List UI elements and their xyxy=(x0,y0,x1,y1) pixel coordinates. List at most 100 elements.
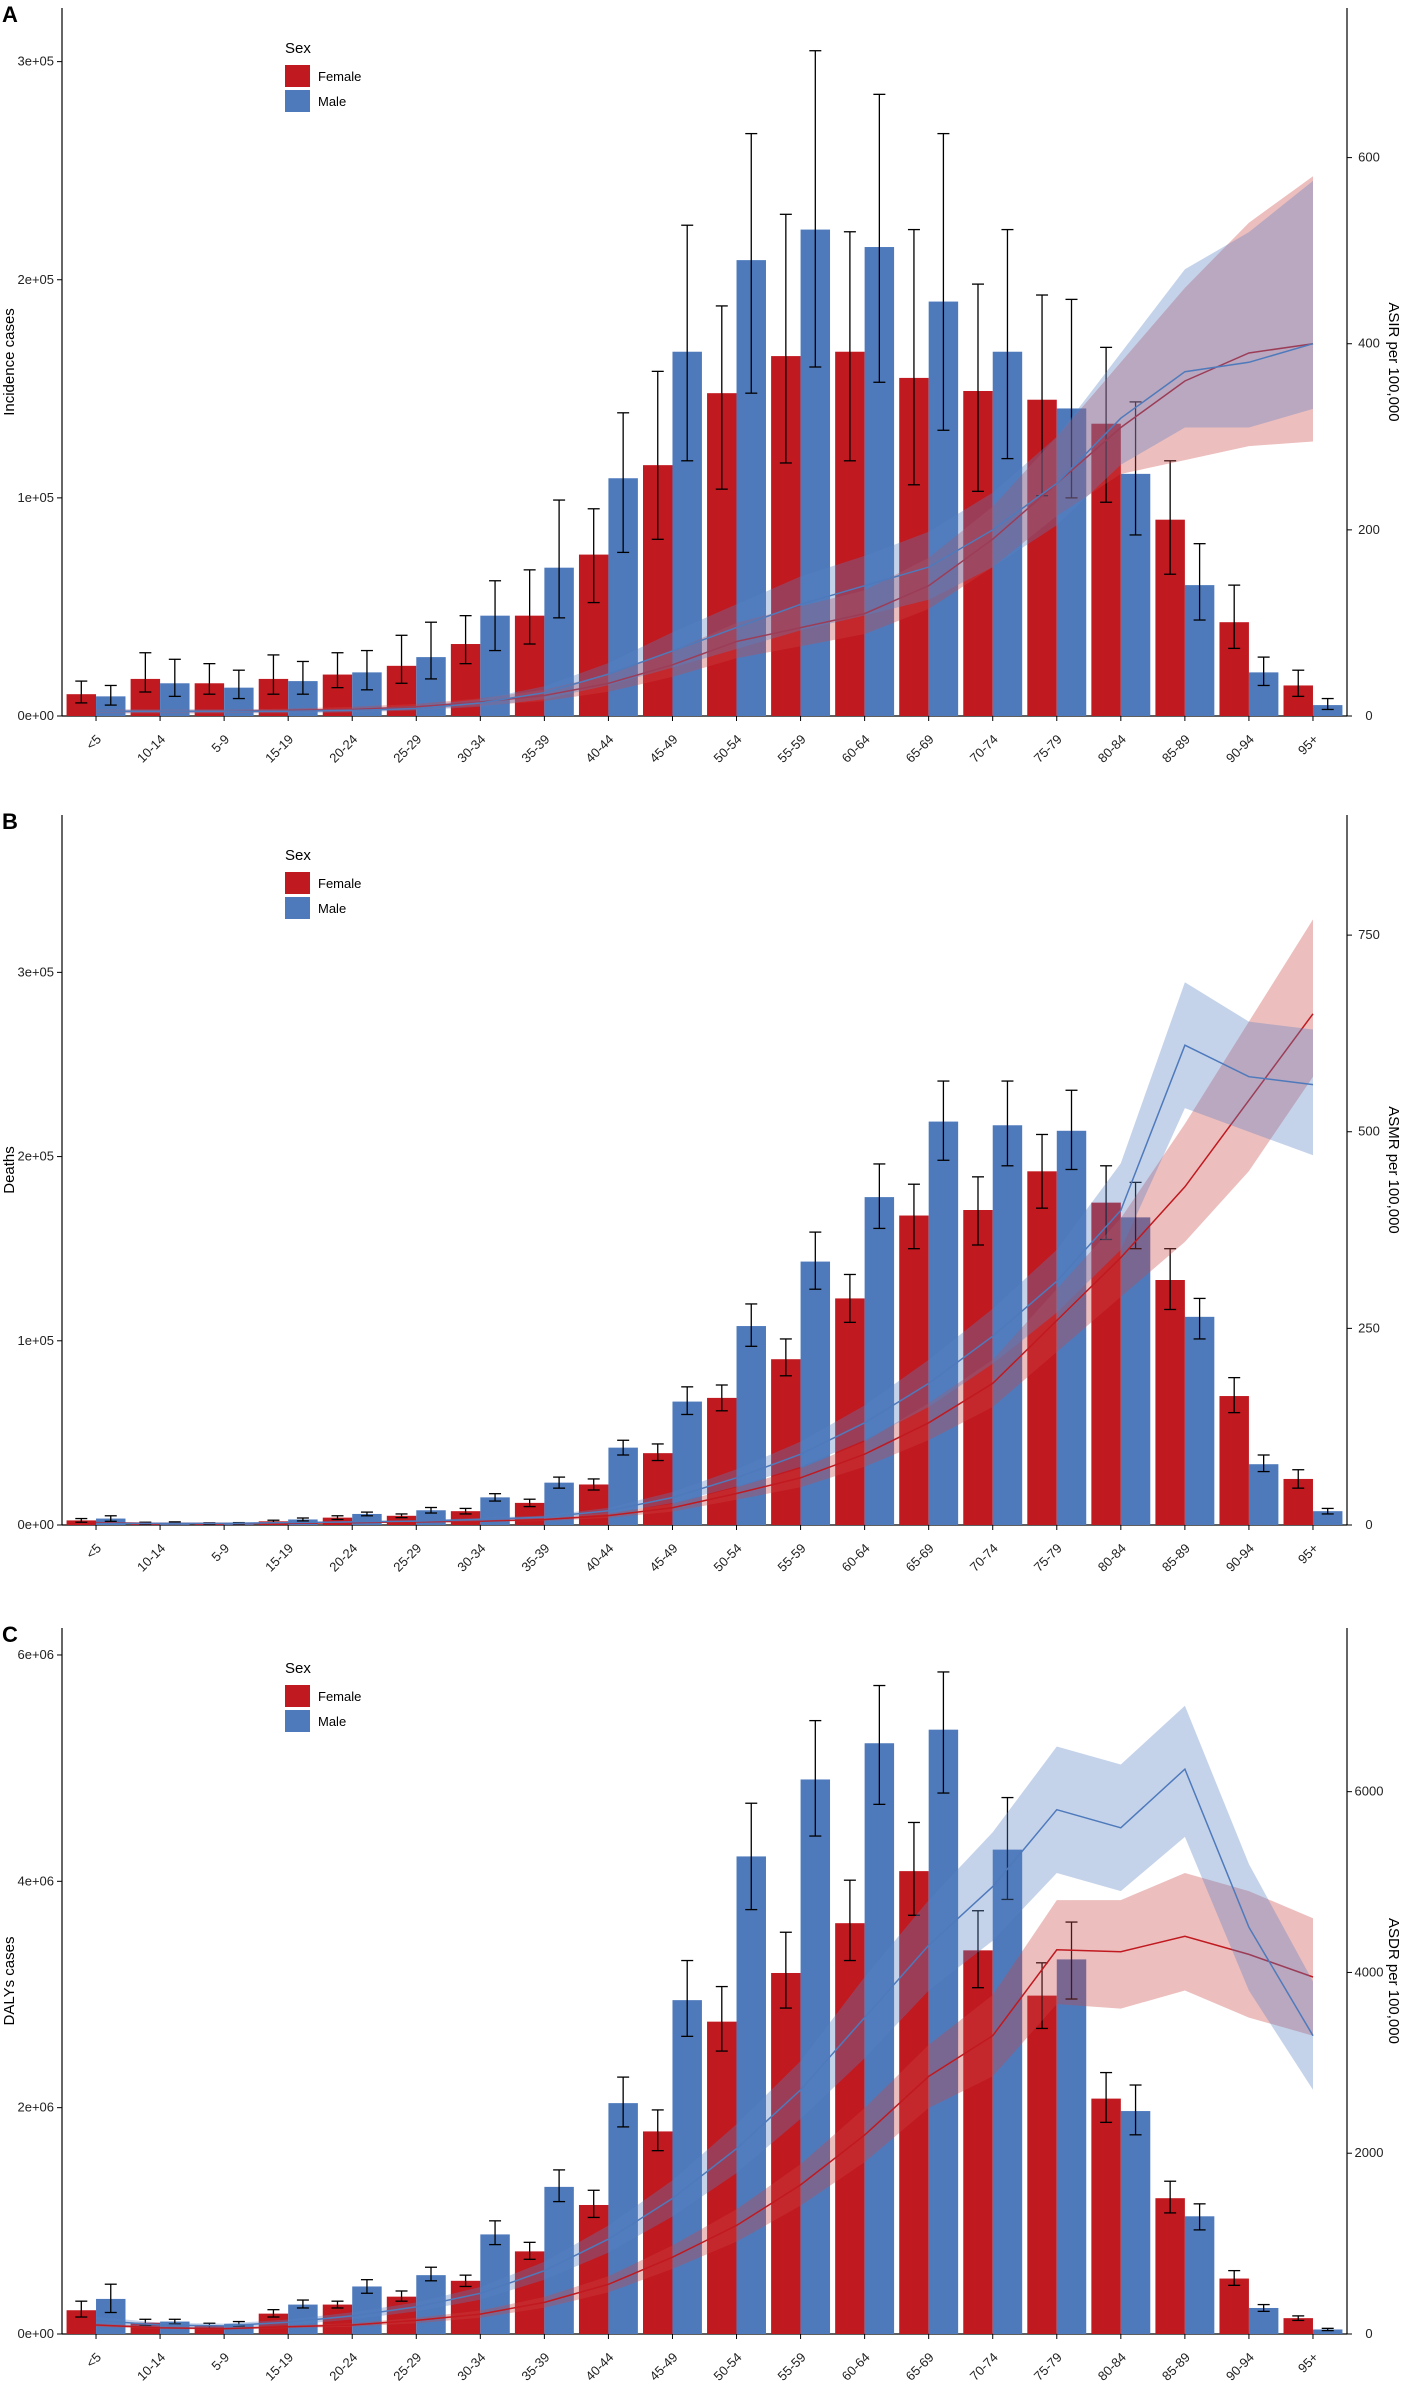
x-tick-label: 5-9 xyxy=(208,2350,232,2374)
bar-female-16 xyxy=(1091,1202,1121,1525)
y2-tick-label: 500 xyxy=(1358,1124,1380,1139)
bar-female-6 xyxy=(450,2280,481,2334)
panel-B: B 0e+00 1e+05 2e+05 3e+05 0 250 500 750 Deaths ASM… xyxy=(1,809,1402,1575)
y2-tick-label: 250 xyxy=(1358,1320,1380,1335)
legend-swatch-male xyxy=(285,1710,310,1732)
rate-line-female xyxy=(95,1935,1314,2330)
y2-axis-title: ASIR per 100,000 xyxy=(1385,302,1402,421)
bar-female-8 xyxy=(578,1484,609,1525)
y-tick-label: 2e+05 xyxy=(17,272,54,287)
x-tick-label: 80-84 xyxy=(1095,2350,1129,2384)
bar-male-14 xyxy=(992,1849,1023,2334)
legend-title: Sex xyxy=(285,40,311,57)
bar-male-14 xyxy=(992,1125,1023,1525)
bar-female-16 xyxy=(1091,2098,1121,2334)
x-tick-label: 50-54 xyxy=(711,732,745,766)
bar-female-19 xyxy=(1283,2318,1313,2334)
rate-band-male xyxy=(96,1705,1313,2329)
x-tick-label: 90-94 xyxy=(1223,732,1257,766)
panel-letter: C xyxy=(2,1622,18,1647)
y-tick-label: 4e+06 xyxy=(17,1873,54,1888)
x-tick-label: 95+ xyxy=(1295,1541,1321,1567)
x-tick-label: 75-79 xyxy=(1031,1541,1065,1575)
bar-female-18 xyxy=(1219,2278,1249,2334)
x-tick-label: 90-94 xyxy=(1223,2350,1257,2384)
rate-band-male xyxy=(96,982,1313,1525)
bar-female-11 xyxy=(771,1972,801,2334)
y-tick-label: 2e+06 xyxy=(17,2100,54,2115)
legend-label-female: Female xyxy=(318,876,361,891)
x-tick-label: 70-74 xyxy=(967,732,1001,766)
bar-female-5 xyxy=(386,2296,417,2334)
legend-label-female: Female xyxy=(318,1689,361,1704)
x-tick-label: 45-49 xyxy=(646,2350,680,2384)
legend-label-female: Female xyxy=(318,69,361,84)
bar-male-17 xyxy=(1184,1316,1215,1525)
x-tick-label: 20-24 xyxy=(326,2350,360,2384)
x-tick-label: 40-44 xyxy=(582,732,616,766)
bar-male-18 xyxy=(1248,1464,1279,1525)
bar-male-18 xyxy=(1248,2307,1279,2334)
y2-tick-label: 4000 xyxy=(1355,1964,1384,1979)
x-tick-label: 75-79 xyxy=(1031,732,1065,766)
panel-A: A 0e+00 1e+05 2e+05 3e+05 0 200 400 600 Incidence… xyxy=(1,2,1402,766)
bar-male-10 xyxy=(736,1856,766,2334)
panel-C: C 0e+00 2e+06 4e+06 6e+06 0 2000 4000 6000 DALYs … xyxy=(1,1622,1402,2384)
bar-female-9 xyxy=(643,1453,673,1525)
bar-male-13 xyxy=(928,1121,959,1525)
y2-tick-label: 0 xyxy=(1365,1517,1372,1532)
panel-letter: A xyxy=(2,2,18,27)
y2-tick-label: 400 xyxy=(1358,336,1380,351)
panel-letter: B xyxy=(2,809,18,834)
x-tick-label: <5 xyxy=(83,2350,104,2371)
x-tick-label: 55-59 xyxy=(775,1541,809,1575)
bar-male-13 xyxy=(928,1729,959,2334)
y-tick-label: 0e+00 xyxy=(17,2326,54,2341)
x-tick-label: 15-19 xyxy=(262,732,296,766)
rate-line-female xyxy=(95,1013,1314,1525)
y-tick-label: 2e+05 xyxy=(17,1149,54,1164)
x-tick-label: 25-29 xyxy=(390,2350,424,2384)
x-tick-label: 35-39 xyxy=(518,1541,552,1575)
x-tick-label: 35-39 xyxy=(518,2350,552,2384)
x-tick-label: 65-69 xyxy=(903,2350,937,2384)
x-tick-label: 40-44 xyxy=(582,1541,616,1575)
x-tick-label: 5-9 xyxy=(208,1541,232,1565)
bar-female-3 xyxy=(258,2313,289,2334)
x-tick-label: 95+ xyxy=(1295,2350,1321,2376)
bar-male-5 xyxy=(416,2275,446,2334)
bar-female-17 xyxy=(1155,1280,1185,1525)
bar-female-12 xyxy=(835,1298,865,1525)
bar-male-11 xyxy=(800,1779,831,2334)
legend-swatch-female xyxy=(285,1685,310,1707)
x-tick-label: 70-74 xyxy=(967,2350,1001,2384)
y2-tick-label: 2000 xyxy=(1355,2145,1384,2160)
bar-male-9 xyxy=(672,2000,702,2334)
bar-male-15 xyxy=(1056,1130,1087,1525)
y2-tick-label: 0 xyxy=(1365,2326,1372,2341)
x-tick-label: 85-89 xyxy=(1159,1541,1193,1575)
legend-title: Sex xyxy=(285,1660,311,1677)
x-tick-label: 10-14 xyxy=(134,1541,168,1575)
legend-swatch-male xyxy=(285,897,310,919)
x-tick-label: 70-74 xyxy=(967,1541,1001,1575)
bar-female-13 xyxy=(899,1871,929,2334)
rate-line-male xyxy=(96,1044,1314,1525)
x-tick-label: 30-34 xyxy=(454,2350,488,2384)
x-tick-label: 25-29 xyxy=(390,1541,424,1575)
y-axis-title: Incidence cases xyxy=(1,308,18,416)
bar-male-19 xyxy=(1312,2329,1343,2334)
x-tick-label: 90-94 xyxy=(1223,1541,1257,1575)
x-tick-label: 45-49 xyxy=(646,1541,680,1575)
legend-title: Sex xyxy=(285,847,311,864)
bar-male-4 xyxy=(352,2286,382,2334)
bar-male-11 xyxy=(800,1261,831,1525)
bar-female-10 xyxy=(707,2021,737,2334)
bar-female-15 xyxy=(1027,1995,1057,2334)
y-tick-label: 6e+06 xyxy=(17,1647,54,1662)
bar-female-8 xyxy=(578,2204,609,2334)
y2-axis-title: ASDR per 100,000 xyxy=(1385,1918,1402,2044)
x-tick-label: 80-84 xyxy=(1095,1541,1129,1575)
x-tick-label: 35-39 xyxy=(518,732,552,766)
